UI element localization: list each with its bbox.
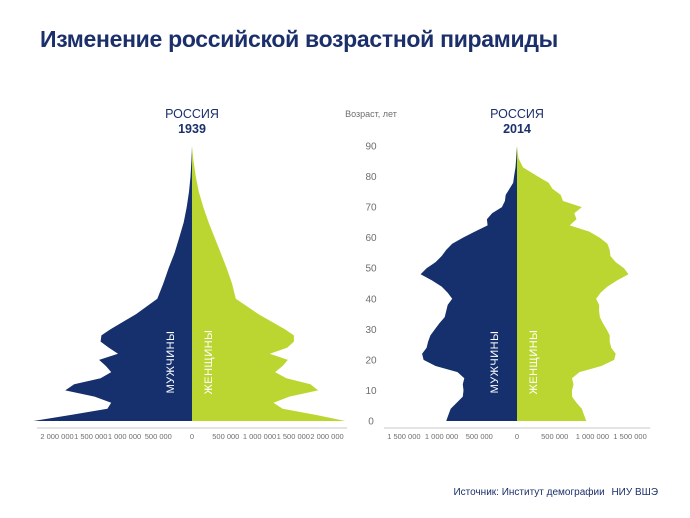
female-area-2014 bbox=[517, 146, 629, 421]
x-tick-label-2014: 1 000 000 bbox=[425, 432, 458, 441]
female-area-1939 bbox=[192, 146, 346, 421]
female-label-2014: ЖЕНЩИНЫ bbox=[528, 330, 540, 395]
male-area-2014 bbox=[420, 146, 517, 421]
age-tick-label: 0 bbox=[368, 417, 374, 428]
age-tick-label: 70 bbox=[365, 203, 377, 214]
x-tick-label-1939: 2 000 000 bbox=[40, 432, 73, 441]
source-label: Источник: bbox=[453, 487, 499, 498]
age-tick-label: 50 bbox=[365, 264, 377, 275]
source-text: Институт демографии bbox=[501, 487, 605, 498]
x-tick-label-2014: 500 000 bbox=[541, 432, 568, 441]
x-tick-label-2014: 1 500 000 bbox=[613, 432, 646, 441]
x-tick-label-1939: 1 000 000 bbox=[108, 432, 141, 441]
pyramid-title-1939: РОССИЯ bbox=[165, 107, 219, 121]
pyramid-year-2014: 2014 bbox=[503, 122, 531, 136]
male-label-1939: МУЖЧИНЫ bbox=[165, 331, 177, 394]
pyramid-title-2014: РОССИЯ bbox=[490, 107, 544, 121]
x-tick-label-1939: 1 500 000 bbox=[277, 432, 310, 441]
x-tick-label-1939: 500 000 bbox=[145, 432, 172, 441]
age-tick-label: 80 bbox=[365, 172, 377, 183]
source-note: Источник: Институт демографии НИУ ВШЭ bbox=[453, 487, 658, 498]
male-label-2014: МУЖЧИНЫ bbox=[489, 331, 501, 394]
x-tick-label-2014: 1 500 000 bbox=[387, 432, 420, 441]
male-area-1939 bbox=[33, 146, 193, 421]
age-tick-label: 30 bbox=[365, 325, 377, 336]
age-tick-label: 90 bbox=[365, 142, 377, 153]
female-label-1939: ЖЕНЩИНЫ bbox=[203, 330, 215, 395]
x-tick-label-1939: 1 000 000 bbox=[243, 432, 276, 441]
pyramid-year-1939: 1939 bbox=[178, 122, 206, 136]
x-tick-label-2014: 500 000 bbox=[466, 432, 493, 441]
x-tick-label-2014: 0 bbox=[515, 432, 519, 441]
x-tick-label-1939: 0 bbox=[190, 432, 194, 441]
age-axis-label: Возраст, лет bbox=[345, 109, 397, 119]
age-tick-label: 10 bbox=[365, 386, 377, 397]
age-tick-label: 20 bbox=[365, 355, 377, 366]
page-title: Изменение российской возрастной пирамиды bbox=[40, 26, 558, 52]
age-tick-label: 40 bbox=[365, 294, 377, 305]
x-tick-label-2014: 1 000 000 bbox=[576, 432, 609, 441]
x-tick-label-1939: 1 500 000 bbox=[74, 432, 107, 441]
source-brand: НИУ ВШЭ bbox=[611, 487, 658, 498]
x-tick-label-1939: 500 000 bbox=[212, 432, 239, 441]
x-tick-label-1939: 2 000 000 bbox=[310, 432, 343, 441]
age-tick-label: 60 bbox=[365, 233, 377, 244]
